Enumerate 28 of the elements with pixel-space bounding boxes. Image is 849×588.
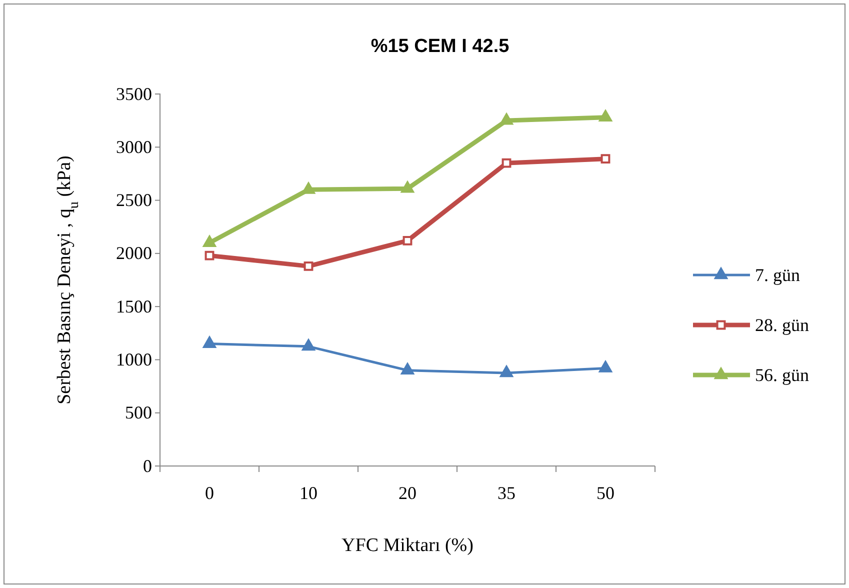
legend-label: 7. gün	[755, 265, 800, 285]
y-tick-label: 2500	[116, 190, 152, 210]
point	[202, 234, 216, 247]
y-tick-label: 0	[143, 456, 152, 476]
point	[302, 338, 316, 351]
y-tick-label: 3000	[116, 136, 152, 157]
x-axis-title: YFC Miktarı (%)	[342, 535, 474, 556]
y-tick-label: 3500	[116, 84, 152, 104]
point	[598, 360, 612, 372]
y-tick-label: 500	[125, 402, 152, 423]
point	[400, 362, 414, 375]
point	[302, 182, 316, 194]
point	[202, 336, 216, 348]
x-tick-label: 0	[205, 482, 214, 503]
y-tick-label: 1000	[116, 349, 152, 370]
point	[500, 365, 514, 378]
point	[500, 112, 514, 125]
legend-label: 56. gün	[755, 365, 809, 385]
x-tick-label: 50	[596, 482, 614, 503]
x-tick-label: 35	[498, 482, 516, 503]
y-tick-label: 1500	[116, 296, 152, 316]
x-tick-label: 20	[398, 482, 416, 503]
point	[598, 110, 612, 122]
x-tick-label: 10	[300, 482, 318, 503]
point	[400, 180, 414, 193]
legend-label: 28. gün	[755, 315, 809, 335]
chart-title: %15 CEM I 42.5	[370, 36, 510, 57]
y-tick-label: 2000	[116, 243, 152, 264]
